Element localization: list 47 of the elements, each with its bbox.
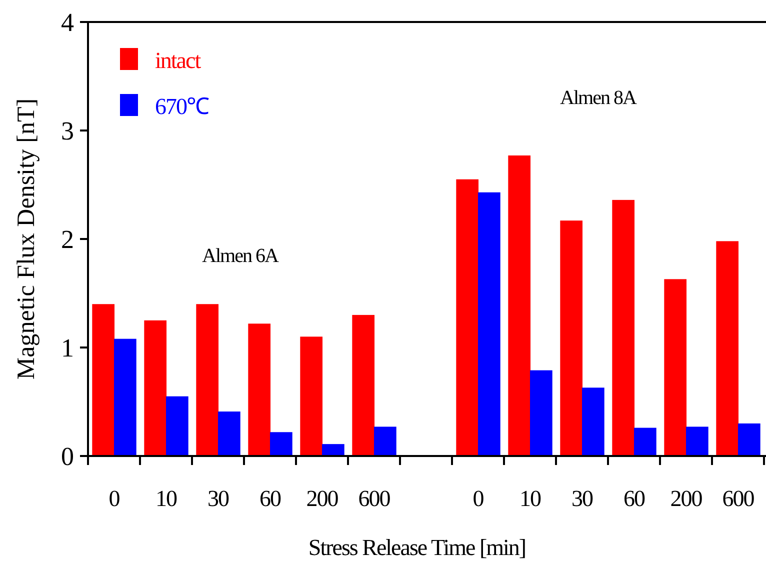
legend-label: intact <box>155 48 202 74</box>
y-tick-label: 3 <box>61 116 74 146</box>
y-tick-label: 2 <box>61 225 74 254</box>
bar <box>716 241 738 456</box>
bar <box>686 426 708 456</box>
x-tick-label: 30 <box>208 486 229 511</box>
bar <box>300 336 322 456</box>
x-tick-label: 200 <box>306 486 338 511</box>
bar <box>352 314 374 456</box>
bar <box>456 179 478 456</box>
bar <box>560 220 582 456</box>
x-tick-label: 600 <box>358 486 390 511</box>
y-tick-label: 1 <box>61 334 74 363</box>
y-axis-title: Magnetic Flux Density [nT] <box>13 98 40 380</box>
y-tick-label: 0 <box>61 442 74 472</box>
legend-label: 670℃ <box>155 94 210 120</box>
bar <box>144 320 166 456</box>
x-tick-label: 60 <box>624 486 645 511</box>
bar <box>508 155 530 456</box>
annotation: Almen 8A <box>560 87 638 109</box>
bar <box>582 388 604 456</box>
y-tick-label: 4 <box>61 8 74 38</box>
bar <box>166 396 188 456</box>
bar <box>634 428 656 456</box>
x-tick-label: 60 <box>260 486 281 511</box>
bar <box>270 432 292 456</box>
bar <box>114 338 136 456</box>
bar <box>92 304 114 456</box>
bar <box>196 304 218 456</box>
bar <box>664 279 686 456</box>
bar <box>738 423 760 456</box>
bar <box>218 412 240 456</box>
bar <box>322 444 344 456</box>
bar <box>612 200 634 456</box>
x-tick-label: 10 <box>156 486 177 511</box>
annotation: Almen 6A <box>202 245 280 267</box>
x-tick-label: 30 <box>572 486 593 511</box>
bar <box>248 324 270 456</box>
x-tick-label: 0 <box>472 486 484 511</box>
bar <box>530 370 552 456</box>
x-tick-label: 600 <box>722 486 754 511</box>
x-tick-label: 10 <box>520 486 541 511</box>
x-axis-title: Stress Release Time [min] <box>308 535 526 560</box>
bar <box>478 192 500 456</box>
x-tick-label: 200 <box>670 486 702 511</box>
bar <box>374 426 396 456</box>
x-tick-label: 0 <box>108 486 120 511</box>
